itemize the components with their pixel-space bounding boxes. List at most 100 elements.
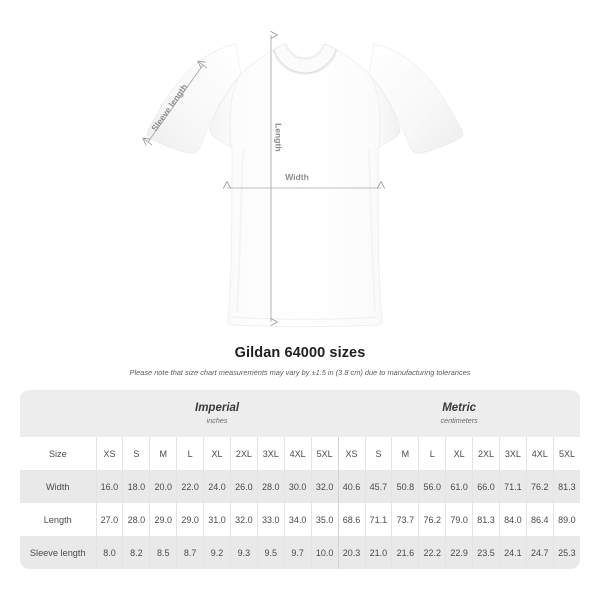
- size-col-metric-xl: XL: [445, 437, 473, 470]
- cell: 89.0: [552, 503, 580, 536]
- tshirt-illustration-panel: Length Width Sleeve length: [142, 30, 464, 327]
- size-chart-table-wrapper: Imperial inches Metric centimeters Size …: [20, 390, 580, 569]
- size-col-metric-5xl: 5XL: [552, 437, 580, 470]
- size-col-imperial-s: S: [122, 437, 150, 470]
- cell: 76.2: [418, 503, 446, 536]
- table-row: Length 27.0 28.0 29.0 29.0 31.0 32.0 33.…: [20, 503, 580, 536]
- size-col-imperial-5xl: 5XL: [310, 437, 339, 470]
- group-unit-imperial: inches: [206, 416, 228, 425]
- cell: 16.0: [95, 470, 123, 503]
- fold-shadow-right: [368, 149, 376, 313]
- cell: 81.3: [552, 470, 580, 503]
- chart-header: Gildan 64000 sizes Please note that size…: [0, 340, 600, 378]
- cell: 22.9: [445, 536, 473, 569]
- cell: 24.7: [525, 536, 554, 569]
- cell: 21.6: [391, 536, 419, 569]
- group-header-spacer: [20, 390, 96, 437]
- cell: 27.0: [95, 503, 123, 536]
- cell: 8.5: [149, 536, 177, 569]
- cell: 29.0: [149, 503, 177, 536]
- cell: 71.1: [364, 503, 392, 536]
- cell: 31.0: [203, 503, 231, 536]
- cell: 8.2: [122, 536, 150, 569]
- group-unit-metric: centimeters: [440, 416, 478, 425]
- cell: 22.0: [176, 470, 204, 503]
- collar-inner-shadow: [273, 49, 337, 74]
- cell: 86.4: [525, 503, 554, 536]
- group-title-imperial: Imperial: [195, 402, 240, 414]
- length-guide-label: Length: [274, 123, 284, 152]
- cell: 61.0: [445, 470, 473, 503]
- group-header-metric: Metric centimeters: [338, 390, 580, 437]
- unit-group-header-row: Imperial inches Metric centimeters: [20, 390, 580, 437]
- cell: 8.7: [176, 536, 204, 569]
- cell: 40.6: [337, 470, 365, 503]
- sleeve-guide-cap-bottom: [143, 138, 153, 146]
- size-col-imperial-l: L: [176, 437, 204, 470]
- cell: 23.5: [472, 536, 500, 569]
- size-col-metric-s: S: [364, 437, 392, 470]
- cell: 76.2: [525, 470, 554, 503]
- cell: 84.0: [498, 503, 527, 536]
- size-col-imperial-xs: XS: [95, 437, 123, 470]
- cell: 68.6: [337, 503, 365, 536]
- right-sleeve: [368, 43, 464, 154]
- cell: 8.0: [95, 536, 123, 569]
- cell: 24.0: [203, 470, 231, 503]
- size-col-imperial-m: M: [149, 437, 177, 470]
- cell: 66.0: [472, 470, 500, 503]
- cell: 34.0: [283, 503, 312, 536]
- sleeve-guide-cap-top: [198, 61, 208, 69]
- row-label-width: Width: [20, 470, 96, 503]
- cell: 9.5: [256, 536, 285, 569]
- armhole-right: [371, 77, 381, 148]
- cell: 20.3: [337, 536, 365, 569]
- size-col-imperial-2xl: 2XL: [229, 437, 258, 470]
- sleeve-length-guide-line: [142, 60, 206, 146]
- size-col-imperial-3xl: 3XL: [256, 437, 285, 470]
- size-col-metric-2xl: 2XL: [472, 437, 500, 470]
- cell: 71.1: [498, 470, 527, 503]
- cell: 9.2: [203, 536, 231, 569]
- cell: 45.7: [364, 470, 392, 503]
- cell: 50.8: [391, 470, 419, 503]
- size-chart-table: Imperial inches Metric centimeters Size …: [20, 390, 580, 569]
- cell: 33.0: [256, 503, 285, 536]
- size-header-row: Size XS S M L XL 2XL 3XL 4XL 5XL XS S M …: [20, 437, 580, 470]
- armhole-left: [229, 77, 239, 148]
- cell: 73.7: [391, 503, 419, 536]
- cell: 10.0: [310, 536, 339, 569]
- size-col-imperial-xl: XL: [203, 437, 231, 470]
- cell: 24.1: [498, 536, 527, 569]
- cell: 32.0: [310, 470, 339, 503]
- cell: 28.0: [256, 470, 285, 503]
- cell: 32.0: [229, 503, 258, 536]
- table-row: Sleeve length 8.0 8.2 8.5 8.7 9.2 9.3 9.…: [20, 536, 580, 569]
- cell: 29.0: [176, 503, 204, 536]
- cell: 30.0: [283, 470, 312, 503]
- row-label-sleeve-length: Sleeve length: [20, 536, 96, 569]
- cell: 21.0: [364, 536, 392, 569]
- cell: 35.0: [310, 503, 339, 536]
- row-label-size: Size: [20, 437, 96, 470]
- cell: 26.0: [229, 470, 258, 503]
- tolerance-note: Please note that size chart measurements…: [129, 368, 471, 377]
- size-col-metric-3xl: 3XL: [498, 437, 527, 470]
- cell: 56.0: [418, 470, 446, 503]
- cell: 9.3: [229, 536, 258, 569]
- cell: 9.7: [283, 536, 312, 569]
- cell: 22.2: [418, 536, 446, 569]
- cell: 18.0: [122, 470, 150, 503]
- fold-shadow-left: [236, 149, 244, 313]
- group-header-imperial: Imperial inches: [96, 390, 339, 437]
- cell: 28.0: [122, 503, 150, 536]
- width-guide-label: Width: [285, 172, 309, 182]
- size-col-metric-4xl: 4XL: [525, 437, 554, 470]
- cell: 81.3: [472, 503, 500, 536]
- cell: 20.0: [149, 470, 177, 503]
- page-title: Gildan 64000 sizes: [234, 345, 366, 361]
- table-row: Width 16.0 18.0 20.0 22.0 24.0 26.0 28.0…: [20, 470, 580, 503]
- cell: 79.0: [445, 503, 473, 536]
- row-label-length: Length: [20, 503, 96, 536]
- cell: 25.3: [552, 536, 580, 569]
